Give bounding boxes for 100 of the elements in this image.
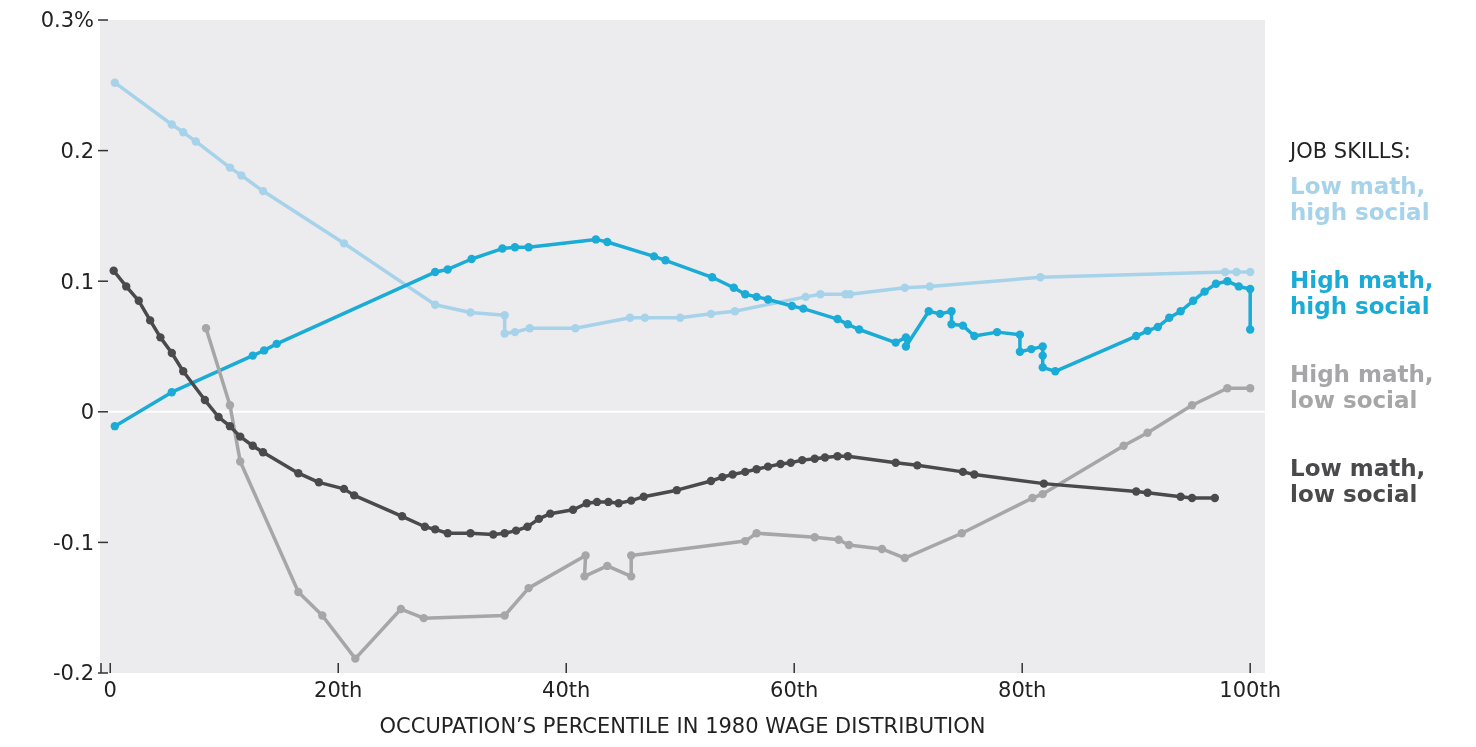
- point: [430, 525, 440, 534]
- point: [947, 320, 956, 329]
- point: [752, 529, 761, 538]
- point: [167, 120, 177, 129]
- point: [179, 367, 188, 376]
- point: [510, 243, 520, 252]
- point: [1211, 279, 1221, 289]
- point: [877, 544, 887, 554]
- point: [801, 292, 810, 302]
- point: [167, 388, 177, 397]
- point: [718, 472, 727, 482]
- point: [627, 572, 636, 581]
- point: [179, 128, 188, 137]
- point: [992, 327, 1002, 337]
- point: [351, 654, 360, 663]
- point: [843, 320, 852, 329]
- point: [466, 308, 475, 317]
- point: [820, 453, 830, 462]
- point: [500, 529, 509, 538]
- point: [167, 348, 177, 358]
- x-tick-label: 20th: [314, 678, 363, 702]
- point: [627, 496, 636, 505]
- point: [843, 452, 852, 461]
- point: [591, 235, 601, 244]
- point: [568, 505, 578, 514]
- point: [225, 401, 235, 410]
- point: [603, 561, 612, 571]
- point: [797, 455, 807, 465]
- point: [729, 283, 738, 292]
- point: [430, 267, 440, 277]
- y-tick-label: 0.1: [60, 269, 94, 294]
- point: [728, 470, 737, 479]
- point: [318, 611, 327, 620]
- point: [225, 421, 235, 431]
- point: [1232, 267, 1241, 277]
- y-tick-label: 0.3%: [40, 8, 94, 33]
- point: [110, 78, 120, 87]
- point: [1187, 493, 1197, 503]
- point: [523, 522, 532, 531]
- point: [625, 313, 635, 322]
- point: [294, 587, 303, 597]
- point: [1176, 307, 1185, 316]
- point: [730, 307, 740, 316]
- point: [248, 351, 257, 360]
- point: [430, 300, 440, 309]
- point: [1036, 273, 1045, 282]
- point: [500, 611, 509, 620]
- point: [122, 282, 131, 291]
- y-tick-label: -0.1: [53, 530, 94, 555]
- point: [901, 333, 911, 342]
- point: [1223, 277, 1232, 286]
- point: [844, 540, 854, 550]
- point: [810, 454, 819, 464]
- point: [1234, 282, 1243, 291]
- point: [891, 338, 900, 347]
- point: [763, 295, 773, 304]
- point: [145, 316, 155, 325]
- point: [156, 333, 165, 342]
- point: [339, 239, 349, 248]
- x-tick-label: 80th: [998, 678, 1047, 702]
- point: [786, 458, 795, 467]
- point: [1245, 384, 1255, 393]
- point: [891, 458, 900, 467]
- point: [467, 254, 476, 264]
- point: [580, 572, 589, 581]
- point: [466, 529, 475, 538]
- point: [707, 273, 717, 282]
- point: [1143, 428, 1152, 437]
- point: [1176, 492, 1185, 501]
- point: [706, 309, 716, 319]
- series-label: High math, low social: [1290, 361, 1434, 413]
- point: [592, 497, 602, 507]
- point: [810, 532, 819, 542]
- point: [396, 604, 406, 614]
- point: [958, 467, 968, 477]
- point: [958, 321, 968, 330]
- point: [500, 329, 509, 338]
- x-tick-label: 100th: [1219, 678, 1281, 702]
- point: [1028, 493, 1037, 503]
- point: [214, 412, 223, 422]
- point: [1210, 493, 1220, 503]
- point: [1153, 322, 1163, 332]
- point: [571, 324, 580, 333]
- point: [397, 512, 407, 521]
- point: [546, 509, 555, 518]
- point: [900, 283, 909, 292]
- point: [640, 313, 650, 322]
- point: [672, 485, 681, 495]
- point: [1051, 367, 1060, 376]
- point: [294, 468, 303, 478]
- point: [1188, 296, 1198, 305]
- point: [1027, 344, 1036, 354]
- point: [191, 137, 200, 146]
- point: [248, 441, 257, 450]
- point: [1038, 363, 1047, 372]
- point: [799, 304, 808, 313]
- point: [614, 499, 623, 508]
- y-tick-label: 0: [80, 400, 94, 425]
- point: [420, 522, 430, 531]
- series-label: High math, high social: [1290, 267, 1434, 319]
